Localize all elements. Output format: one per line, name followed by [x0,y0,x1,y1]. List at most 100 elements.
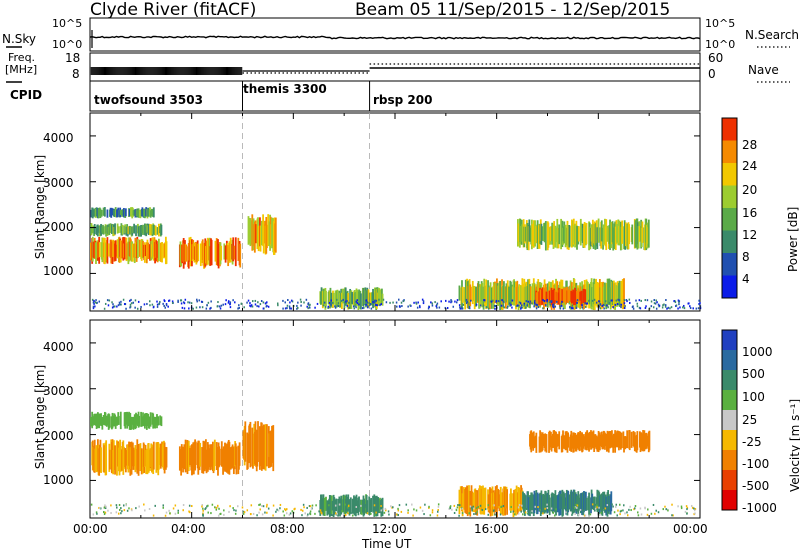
power-cell [93,224,96,234]
velocity-cell [448,507,450,510]
velocity-cell [528,511,531,514]
power-cell [103,307,106,310]
power-cell [220,304,223,307]
power-cell [356,299,359,302]
velocity-cell [174,512,177,515]
velocity-cell [411,503,413,506]
velocity-cell [194,441,197,465]
velocity-cell [546,507,549,510]
velocity-cell [135,507,137,510]
power-ytick-2000: 2000 [43,220,74,234]
velocity-cell [152,441,155,470]
power-cell [682,304,685,307]
velocity-cell [611,430,613,448]
velocity-cell [152,413,155,429]
velocity-cell [285,512,288,515]
power-cell [502,300,505,303]
power-cbar-swatch [722,230,737,253]
power-cell [138,239,141,257]
power-cell [380,303,383,306]
power-cell [104,302,107,305]
velocity-cell [364,504,367,507]
velocity-cell [133,449,136,467]
velocity-cell [267,507,270,510]
power-cell [389,301,391,304]
velocity-cell [272,514,274,517]
velocity-cell [234,512,237,515]
power-cell [229,301,232,304]
power-cell [127,226,130,235]
velocity-cell [596,506,598,509]
velocity-cell [104,511,107,514]
power-cell [111,306,114,309]
velocity-cell [366,512,369,515]
power-cell [385,301,388,304]
velocity-cell [504,486,507,516]
power-cell [571,304,574,307]
power-cell [214,240,217,262]
cpid-mode-1: twofsound 3503 [94,93,203,107]
velocity-cell [609,431,612,448]
power-cell [132,301,135,304]
power-cell [375,303,377,306]
velocity-cell [563,493,566,509]
power-cell [629,301,631,304]
power-cell [550,287,553,306]
velocity-cell [630,509,632,512]
nsky-panel-frame [89,17,701,52]
power-cell [398,298,400,301]
power-cbar-swatch [722,208,737,231]
xtick-0: 00:00 [73,522,108,536]
power-cell [531,302,533,305]
power-cell [597,218,600,243]
power-cell [677,299,680,302]
power-cell [165,303,168,306]
power-cell [544,221,547,251]
velocity-cell [182,509,184,512]
velocity-cell [388,513,390,516]
power-cell [171,302,174,305]
power-cell [373,301,376,304]
velocity-cell [431,509,434,512]
power-cell [586,281,589,305]
power-cell [246,301,248,304]
power-cell [610,299,612,302]
velocity-cell [201,503,204,506]
power-cell [516,280,519,301]
power-cell [140,224,142,237]
velocity-cell [164,514,167,517]
power-cell [655,299,657,302]
power-cell [93,299,95,302]
power-cell [146,302,148,305]
velocity-cell [665,508,667,511]
velocity-cell [469,490,472,517]
power-cell [218,305,221,308]
power-cell [282,299,284,302]
velocity-cell [466,490,469,517]
nsky-series [89,30,701,48]
power-cell [149,304,151,307]
power-cell [623,307,626,310]
velocity-cell [125,504,128,507]
velocity-cell [543,510,545,513]
power-cell [440,300,442,303]
power-cell [506,306,509,309]
velocity-cell [232,507,234,510]
velocity-cell [567,490,569,513]
velocity-cell [304,512,306,515]
velocity-cell [328,512,330,515]
power-cell [364,301,367,304]
power-cell [494,305,497,308]
velocity-cell [348,499,351,516]
power-cell [502,304,504,307]
velocity-cell [456,506,459,509]
velocity-cell [217,504,219,507]
power-cell [247,299,250,302]
velocity-cell [105,505,107,508]
power-cell [96,224,99,237]
power-cell [114,305,116,308]
power-cell [543,222,546,243]
velocity-cbar-swatch [722,410,737,430]
velocity-cell [582,434,585,449]
station-title: Clyde River (fitACF) [90,0,257,20]
